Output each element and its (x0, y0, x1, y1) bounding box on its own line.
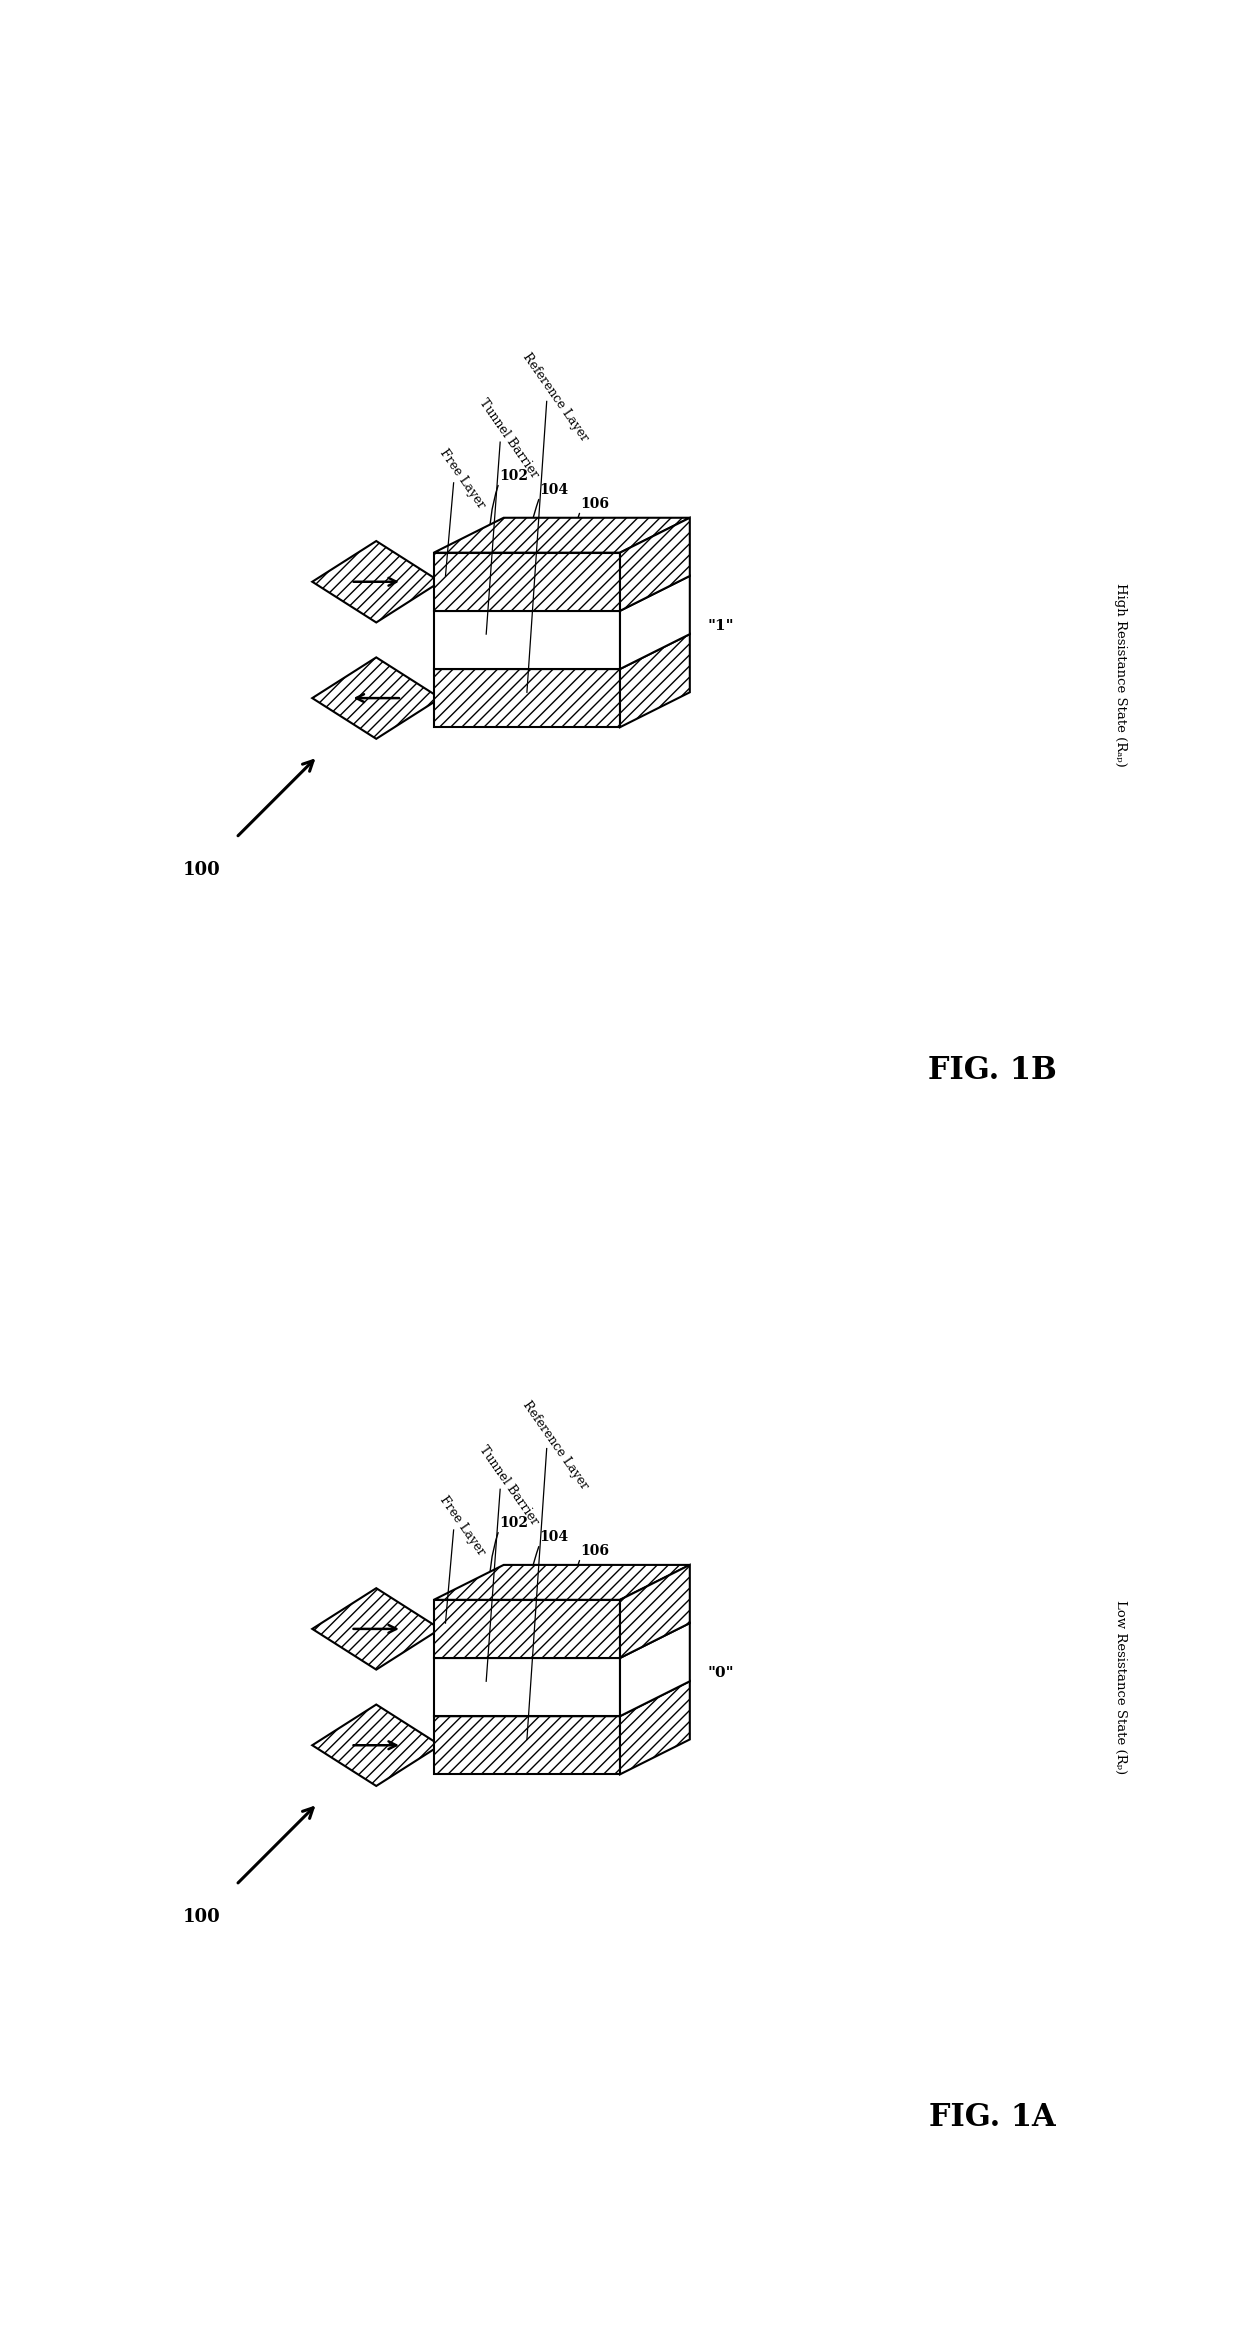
Polygon shape (312, 656, 440, 740)
Text: "1": "1" (707, 619, 734, 633)
Text: FIG. 1B: FIG. 1B (928, 1054, 1056, 1087)
Text: 104: 104 (539, 482, 569, 496)
Text: Tunnel Barrier: Tunnel Barrier (476, 1443, 541, 1529)
Polygon shape (434, 517, 689, 554)
Polygon shape (434, 1564, 689, 1601)
Text: 104: 104 (539, 1529, 569, 1545)
Text: 102: 102 (498, 468, 528, 484)
Text: Reference Layer: Reference Layer (520, 1399, 591, 1492)
Polygon shape (434, 612, 620, 670)
Polygon shape (620, 633, 689, 726)
Polygon shape (434, 554, 620, 612)
Text: Reference Layer: Reference Layer (520, 351, 591, 444)
Polygon shape (434, 670, 620, 726)
Polygon shape (620, 1624, 689, 1717)
Polygon shape (434, 633, 689, 670)
Text: "0": "0" (707, 1666, 734, 1680)
Text: Low Resistance State (Rₚ): Low Resistance State (Rₚ) (1114, 1601, 1127, 1773)
Polygon shape (434, 1657, 620, 1717)
Text: Free Layer: Free Layer (438, 1494, 487, 1559)
Polygon shape (312, 1587, 440, 1671)
Text: High Resistance State (Rₐₚ): High Resistance State (Rₐₚ) (1114, 584, 1127, 766)
Polygon shape (312, 1703, 440, 1787)
Polygon shape (434, 1601, 620, 1657)
Text: Free Layer: Free Layer (438, 447, 487, 512)
Text: FIG. 1A: FIG. 1A (929, 2101, 1055, 2134)
Text: 106: 106 (580, 1543, 609, 1559)
Polygon shape (434, 1717, 620, 1773)
Polygon shape (434, 1624, 689, 1657)
Polygon shape (312, 542, 440, 624)
Polygon shape (620, 1564, 689, 1657)
Text: 100: 100 (182, 861, 219, 880)
Text: 106: 106 (580, 496, 609, 512)
Polygon shape (620, 1680, 689, 1773)
Text: 102: 102 (498, 1515, 528, 1531)
Text: 100: 100 (182, 1908, 219, 1927)
Polygon shape (434, 1680, 689, 1717)
Polygon shape (620, 577, 689, 670)
Text: Tunnel Barrier: Tunnel Barrier (476, 396, 541, 482)
Polygon shape (620, 517, 689, 612)
Polygon shape (434, 577, 689, 612)
